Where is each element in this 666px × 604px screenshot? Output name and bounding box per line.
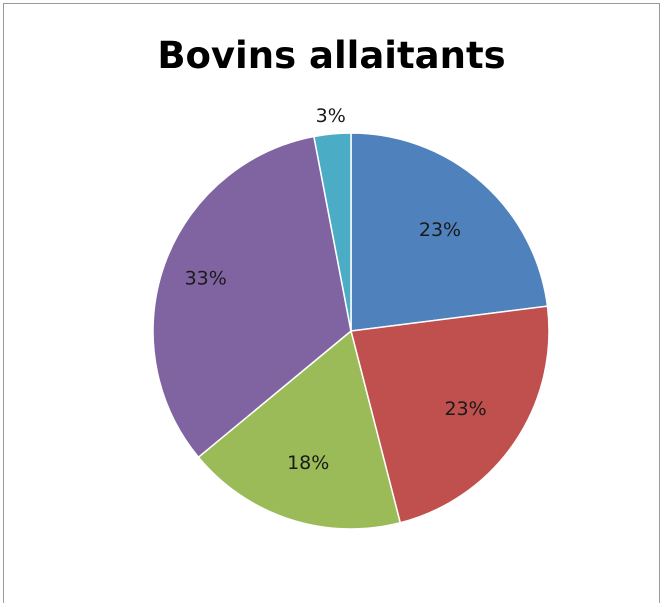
slice-label-1: 23% <box>419 219 461 241</box>
slice-label-4: 33% <box>185 268 227 290</box>
pie-slice-3 <box>197 329 402 530</box>
pie-slice-4 <box>152 135 352 459</box>
slice-label-2: 23% <box>444 398 486 420</box>
slice-label-5: 3% <box>316 105 346 127</box>
chart-title: Bovins allaitants <box>157 34 506 77</box>
slice-label-3: 18% <box>287 452 329 474</box>
pie-slice-1 <box>350 132 549 332</box>
pie-slice-2 <box>350 305 550 524</box>
pie-slice-5 <box>313 132 352 332</box>
